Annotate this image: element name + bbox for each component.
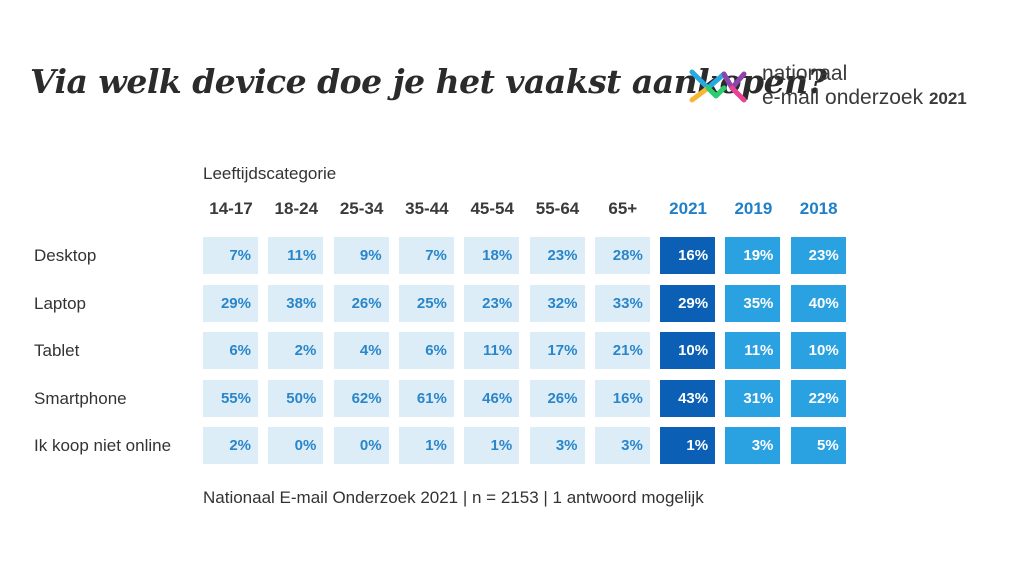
column-header: 2021 (669, 199, 707, 218)
table-cell: 17% (529, 332, 585, 369)
logo-line2-text: e-mail onderzoek (762, 86, 924, 109)
table-cell: 26% (333, 284, 389, 322)
table-cell: 33% (594, 284, 650, 322)
row-label: Laptop (34, 293, 86, 313)
column-group-label: Leeftijdscategorie (203, 164, 337, 183)
table-cell: 1% (398, 427, 454, 464)
table-cell: 2% (268, 332, 324, 369)
table-cell: 10% (660, 332, 716, 369)
table-cell: 4% (333, 332, 389, 369)
table-cell: 10% (790, 332, 846, 369)
row-label: Ik koop niet online (34, 436, 172, 455)
column-header: 2019 (734, 199, 773, 218)
table-cell: 22% (790, 379, 846, 417)
table-cell: 61% (398, 379, 454, 417)
column-header: 45-54 (470, 199, 514, 218)
table-cell: 3% (529, 427, 585, 464)
table-cell: 1% (464, 427, 520, 464)
table-cell: 2% (203, 427, 258, 464)
logo-line2: e-mail onderzoek 2021 (762, 86, 967, 111)
table-cell: 23% (529, 237, 585, 274)
table-cell: 3% (594, 427, 650, 464)
table-cell: 40% (790, 284, 846, 322)
table-cell: 16% (594, 379, 650, 417)
table-cell: 21% (594, 332, 650, 369)
row-label: Smartphone (34, 388, 127, 408)
table-cell: 18% (464, 237, 520, 274)
table-cell: 31% (725, 379, 781, 417)
row-label: Desktop (34, 246, 97, 265)
table-cell: 25% (398, 284, 454, 322)
column-header: 25-34 (339, 199, 384, 218)
table-cell: 11% (725, 332, 781, 369)
table-cell: 16% (660, 237, 716, 274)
table-cell: 35% (725, 284, 781, 322)
chart-title: Via welk device doe je het vaakst aankop… (30, 62, 827, 101)
table-cell: 0% (333, 427, 389, 464)
table-cell: 9% (333, 237, 389, 274)
table-cell: 50% (268, 379, 324, 417)
row-label: Tablet (34, 341, 80, 360)
table-cell: 38% (268, 284, 324, 322)
column-header: 65+ (608, 199, 638, 218)
table-cell: 55% (203, 379, 258, 417)
logo-text: nationaal e-mail onderzoek 2021 (762, 62, 967, 111)
table-cell: 3% (725, 427, 781, 464)
table-cell: 6% (398, 332, 454, 369)
footer-note: Nationaal E-mail Onderzoek 2021 | n = 21… (203, 488, 704, 507)
table-cell: 23% (790, 237, 846, 274)
table-cell: 28% (594, 237, 650, 274)
column-header: 14-17 (209, 199, 253, 218)
table-cell: 26% (529, 379, 585, 417)
table-cell: 29% (660, 284, 716, 322)
table-cell: 46% (464, 379, 520, 417)
table-cell: 6% (203, 332, 258, 369)
logo-year: 2021 (928, 89, 967, 108)
logo-line1: nationaal (762, 62, 848, 85)
table-cell: 19% (725, 237, 781, 274)
column-header: 55-64 (535, 199, 580, 218)
table-cell: 7% (203, 237, 258, 274)
column-header: 2018 (799, 199, 838, 218)
table-cell: 11% (464, 332, 520, 369)
column-header: 18-24 (274, 199, 319, 218)
table-cell: 62% (333, 379, 389, 417)
table-cell: 5% (790, 427, 846, 464)
table-cell: 1% (660, 427, 716, 464)
table-cell: 43% (660, 379, 716, 417)
column-header: 35-44 (405, 199, 449, 218)
table-cell: 0% (268, 427, 324, 464)
table-cell: 32% (529, 284, 585, 322)
envelope-logo-icon (689, 69, 747, 103)
table-cell: 11% (268, 237, 324, 274)
table-cell: 29% (203, 284, 258, 322)
table-cell: 7% (398, 237, 454, 274)
table-cell: 23% (464, 284, 520, 322)
